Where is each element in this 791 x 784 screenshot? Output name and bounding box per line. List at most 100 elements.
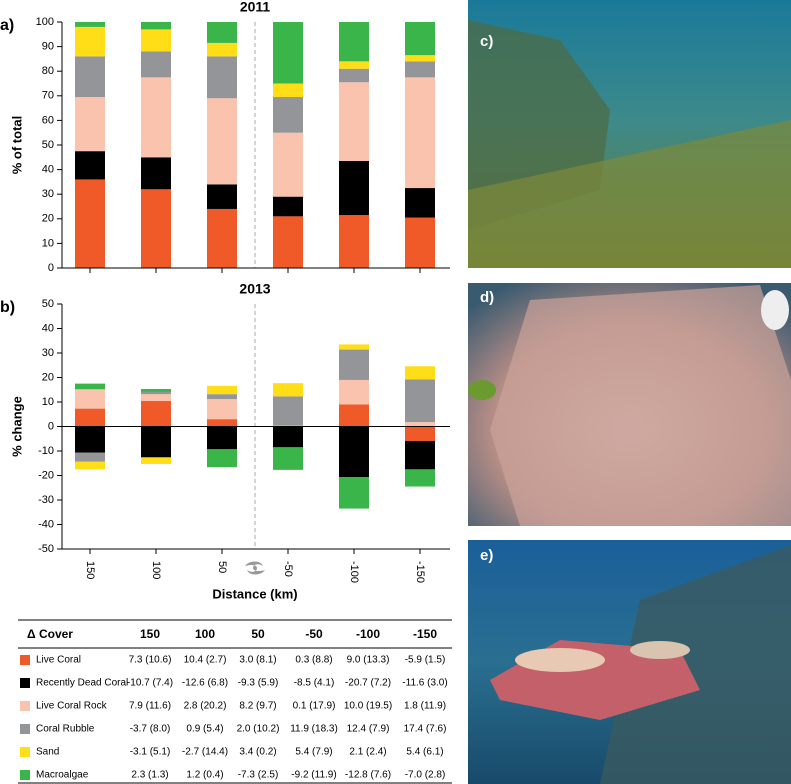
table-row-label: Coral Rubble — [36, 724, 95, 735]
table-row-label: Sand — [36, 747, 59, 758]
bar-segment — [75, 22, 105, 27]
bar-segment — [141, 426, 171, 458]
legend-swatch — [20, 701, 30, 711]
y-tick-label: 10 — [42, 396, 54, 408]
bar-segment — [141, 29, 171, 52]
legend-swatch — [20, 770, 30, 780]
y-tick-label: 70 — [42, 90, 54, 102]
table-cell: 10.0 (19.5) — [344, 701, 392, 712]
table-cell: 12.4 (7.9) — [347, 724, 390, 735]
cyclone-icon — [245, 561, 265, 575]
y-tick-label: 0 — [48, 420, 54, 432]
y-tick-label: 30 — [42, 347, 54, 359]
y-axis-label: % of total — [9, 116, 24, 175]
bar-segment — [141, 22, 171, 30]
table-row-label: Recently Dead Coral — [36, 678, 128, 689]
bar-segment — [207, 394, 237, 400]
y-tick-label: -20 — [38, 469, 54, 481]
table-cell: -7.0 (2.8) — [405, 770, 446, 781]
bar-segment — [273, 396, 303, 426]
bar-segment — [405, 22, 435, 56]
bar-segment — [141, 401, 171, 427]
table-cell: 11.9 (18.3) — [290, 724, 338, 735]
bar-segment — [75, 179, 105, 268]
photo-d — [468, 283, 791, 526]
bar-segment — [405, 61, 435, 78]
table-cell: 0.9 (5.4) — [186, 724, 223, 735]
table-cell: 1.8 (11.9) — [404, 701, 446, 712]
table-cell: 2.1 (2.4) — [349, 747, 386, 758]
bar-segment — [405, 469, 435, 487]
table-header: -50 — [305, 627, 323, 641]
y-tick-label: -30 — [38, 494, 54, 506]
legend-swatch — [20, 655, 30, 665]
x-tick-label: 100 — [150, 561, 162, 579]
photo-label: d) — [480, 289, 494, 306]
table-header: 150 — [140, 627, 160, 641]
table-cell: -3.7 (8.0) — [130, 724, 171, 735]
bar-segment — [141, 157, 171, 190]
table-cell: 9.0 (13.3) — [347, 655, 390, 666]
bar-segment — [141, 77, 171, 158]
bar-segment — [207, 385, 237, 395]
table-cell: 1.2 (0.4) — [186, 770, 223, 781]
bar-segment — [405, 426, 435, 441]
y-tick-label: -50 — [38, 543, 54, 555]
x-tick-label: 150 — [84, 561, 96, 579]
table-cell: -2.7 (14.4) — [182, 747, 228, 758]
bar-segment — [339, 61, 369, 69]
table-cell: 17.4 (7.6) — [404, 724, 447, 735]
legend-swatch — [20, 724, 30, 734]
bar-segment — [339, 160, 369, 216]
bar-segment — [75, 97, 105, 152]
table-cell: -3.1 (5.1) — [130, 747, 171, 758]
photo-label: c) — [480, 33, 493, 50]
table-cell: -11.6 (3.0) — [402, 678, 447, 689]
table-row-label: Live Coral Rock — [36, 701, 108, 712]
bar-segment — [273, 426, 303, 448]
table-header: -100 — [356, 627, 380, 641]
y-tick-label: 50 — [42, 298, 54, 310]
table-cell: -7.3 (2.5) — [238, 770, 279, 781]
bar-segment — [405, 366, 435, 380]
y-tick-label: 40 — [42, 322, 54, 334]
bar-segment — [405, 77, 435, 189]
bar-segment — [273, 83, 303, 98]
bar-segment — [405, 55, 435, 62]
table-cell: -9.2 (11.9) — [291, 770, 336, 781]
bar-segment — [207, 22, 237, 43]
x-tick-label: -150 — [414, 561, 426, 583]
bar-segment — [207, 419, 237, 427]
table-cell: 7.9 (11.6) — [129, 701, 171, 712]
bar-segment — [141, 394, 171, 402]
bar-segment — [339, 379, 369, 405]
bar-segment — [207, 208, 237, 268]
bar-segment — [141, 51, 171, 78]
bar-segment — [141, 457, 171, 464]
bar-segment — [405, 422, 435, 427]
table-cell: -10.7 (7.4) — [127, 678, 173, 689]
table-cell: 2.3 (1.3) — [131, 770, 168, 781]
y-tick-label: 100 — [36, 16, 54, 28]
bar-segment — [75, 452, 105, 462]
y-tick-label: 50 — [42, 139, 54, 151]
bar-segment — [273, 97, 303, 133]
bar-segment — [339, 426, 369, 478]
bar-segment — [339, 215, 369, 268]
table-cell: 0.3 (8.8) — [295, 655, 332, 666]
bar-segment — [75, 408, 105, 427]
table-header: 100 — [195, 627, 215, 641]
bar-segment — [207, 98, 237, 185]
bar-segment — [339, 82, 369, 161]
panel-label: b) — [0, 299, 15, 316]
table-cell: 3.4 (0.2) — [239, 747, 276, 758]
panel-label: a) — [0, 17, 14, 34]
bar-segment — [339, 68, 369, 83]
y-axis-label: % change — [9, 396, 24, 457]
x-tick-label: -100 — [348, 561, 360, 583]
bar-segment — [75, 426, 105, 453]
bar-segment — [207, 42, 237, 57]
bar-segment — [273, 132, 303, 197]
